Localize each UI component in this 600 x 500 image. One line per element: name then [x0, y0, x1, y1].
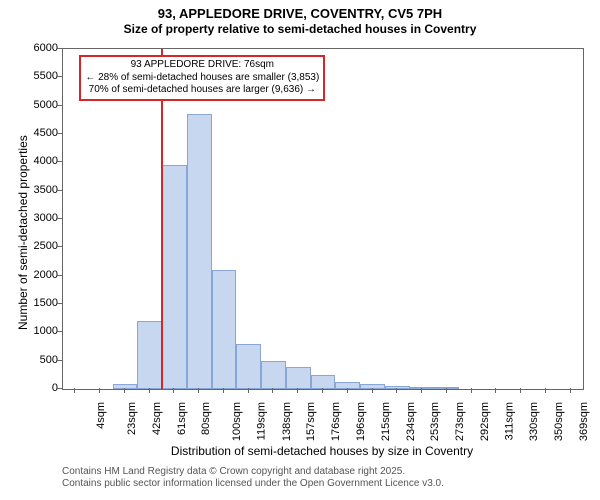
- histogram-bar: [162, 165, 187, 389]
- x-tick-label: 100sqm: [231, 402, 243, 441]
- footer-note: Contains HM Land Registry data © Crown c…: [62, 466, 444, 490]
- x-tick-label: 23sqm: [126, 402, 138, 435]
- y-tick-label: 6000: [34, 42, 58, 54]
- histogram-bar: [434, 387, 459, 389]
- x-axis-title: Distribution of semi-detached houses by …: [62, 444, 582, 458]
- x-tick-mark: [446, 388, 447, 393]
- y-tick-label: 3500: [34, 184, 58, 196]
- footer-line-2: Contains public sector information licen…: [62, 478, 444, 490]
- x-tick-mark: [347, 388, 348, 393]
- x-tick-label: 350sqm: [553, 402, 565, 441]
- y-tick-label: 4500: [34, 127, 58, 139]
- x-tick-mark: [545, 388, 546, 393]
- histogram-bar: [335, 382, 360, 389]
- y-tick-label: 5500: [34, 70, 58, 82]
- y-axis-title: Number of semi-detached properties: [16, 135, 30, 330]
- histogram-bar: [311, 375, 336, 389]
- x-tick-label: 273sqm: [454, 402, 466, 441]
- x-tick-mark: [322, 388, 323, 393]
- x-tick-label: 369sqm: [578, 402, 590, 441]
- y-tick-mark: [57, 161, 62, 162]
- y-tick-mark: [57, 360, 62, 361]
- x-tick-mark: [297, 388, 298, 393]
- y-tick-mark: [57, 246, 62, 247]
- plot-area: 93 APPLEDORE DRIVE: 76sqm← 28% of semi-d…: [62, 48, 584, 390]
- x-tick-mark: [421, 388, 422, 393]
- x-tick-label: 157sqm: [306, 402, 318, 441]
- x-tick-label: 80sqm: [200, 402, 212, 435]
- x-tick-label: 4sqm: [95, 402, 107, 429]
- x-tick-label: 138sqm: [281, 402, 293, 441]
- y-tick-mark: [57, 303, 62, 304]
- histogram-bar: [360, 384, 385, 389]
- x-tick-mark: [372, 388, 373, 393]
- y-tick-mark: [57, 76, 62, 77]
- annotation-line: ← 28% of semi-detached houses are smalle…: [85, 72, 319, 85]
- x-tick-mark: [74, 388, 75, 393]
- x-tick-mark: [495, 388, 496, 393]
- histogram-bar: [212, 270, 237, 389]
- x-tick-label: 196sqm: [355, 402, 367, 441]
- y-tick-label: 3000: [34, 212, 58, 224]
- x-tick-label: 311sqm: [503, 402, 515, 440]
- x-tick-label: 292sqm: [479, 402, 491, 441]
- histogram-bar: [187, 114, 212, 389]
- title-line-2: Size of property relative to semi-detach…: [0, 22, 600, 37]
- annotation-line: 93 APPLEDORE DRIVE: 76sqm: [85, 59, 319, 72]
- x-tick-mark: [396, 388, 397, 393]
- x-tick-label: 119sqm: [255, 402, 267, 440]
- histogram-bar: [261, 361, 286, 389]
- annotation-line: 70% of semi-detached houses are larger (…: [85, 84, 319, 97]
- x-tick-label: 176sqm: [330, 402, 342, 441]
- y-tick-label: 2000: [34, 269, 58, 281]
- x-tick-label: 330sqm: [528, 402, 540, 441]
- x-tick-mark: [99, 388, 100, 393]
- x-tick-mark: [124, 388, 125, 393]
- x-tick-mark: [520, 388, 521, 393]
- y-tick-mark: [57, 48, 62, 49]
- chart-title: 93, APPLEDORE DRIVE, COVENTRY, CV5 7PH S…: [0, 0, 600, 37]
- x-tick-mark: [471, 388, 472, 393]
- x-tick-mark: [248, 388, 249, 393]
- x-tick-mark: [198, 388, 199, 393]
- y-tick-mark: [57, 133, 62, 134]
- x-tick-label: 61sqm: [176, 402, 188, 435]
- x-tick-mark: [223, 388, 224, 393]
- chart-container: 93, APPLEDORE DRIVE, COVENTRY, CV5 7PH S…: [0, 0, 600, 500]
- y-tick-label: 4000: [34, 155, 58, 167]
- footer-line-1: Contains HM Land Registry data © Crown c…: [62, 466, 444, 478]
- histogram-bar: [236, 344, 261, 389]
- x-tick-mark: [149, 388, 150, 393]
- y-tick-label: 5000: [34, 99, 58, 111]
- histogram-bar: [137, 321, 162, 389]
- y-tick-mark: [57, 105, 62, 106]
- x-tick-label: 234sqm: [405, 402, 417, 441]
- x-tick-mark: [272, 388, 273, 393]
- title-line-1: 93, APPLEDORE DRIVE, COVENTRY, CV5 7PH: [0, 6, 600, 22]
- y-tick-label: 1000: [34, 325, 58, 337]
- y-tick-label: 2500: [34, 240, 58, 252]
- annotation-box: 93 APPLEDORE DRIVE: 76sqm← 28% of semi-d…: [79, 55, 325, 101]
- y-tick-label: 500: [40, 354, 58, 366]
- x-tick-label: 253sqm: [429, 402, 441, 441]
- y-tick-mark: [57, 388, 62, 389]
- x-tick-label: 42sqm: [151, 402, 163, 435]
- x-tick-label: 215sqm: [380, 402, 392, 441]
- y-tick-mark: [57, 190, 62, 191]
- x-tick-mark: [173, 388, 174, 393]
- histogram-bar: [286, 367, 311, 389]
- y-tick-mark: [57, 275, 62, 276]
- y-tick-mark: [57, 218, 62, 219]
- y-tick-mark: [57, 331, 62, 332]
- histogram-bar: [113, 384, 138, 389]
- x-tick-mark: [570, 388, 571, 393]
- y-tick-label: 1500: [34, 297, 58, 309]
